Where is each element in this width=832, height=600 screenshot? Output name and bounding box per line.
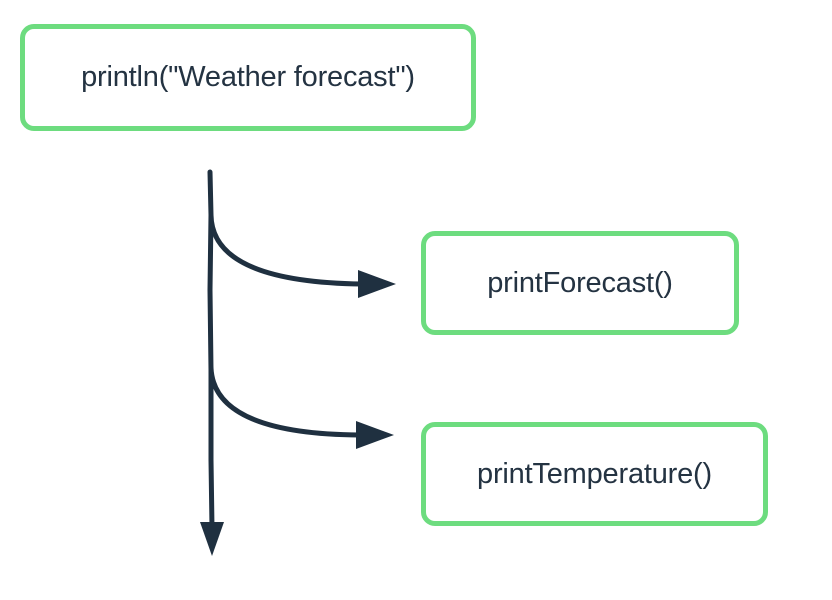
print-forecast-label: printForecast() <box>487 266 673 299</box>
print-temperature-label: printTemperature() <box>477 457 712 490</box>
main-flow-arrowhead <box>200 522 224 556</box>
print-temperature-box: printTemperature() <box>421 422 768 526</box>
main-call-box: println("Weather forecast") <box>20 24 476 131</box>
main-call-label: println("Weather forecast") <box>81 61 415 93</box>
temperature-branch-arrowhead <box>356 421 394 449</box>
forecast-branch-line <box>208 212 365 287</box>
forecast-branch-arrowhead <box>358 270 396 298</box>
temperature-branch-line <box>208 365 363 438</box>
main-flow-line <box>207 169 215 531</box>
print-forecast-box: printForecast() <box>421 231 739 335</box>
